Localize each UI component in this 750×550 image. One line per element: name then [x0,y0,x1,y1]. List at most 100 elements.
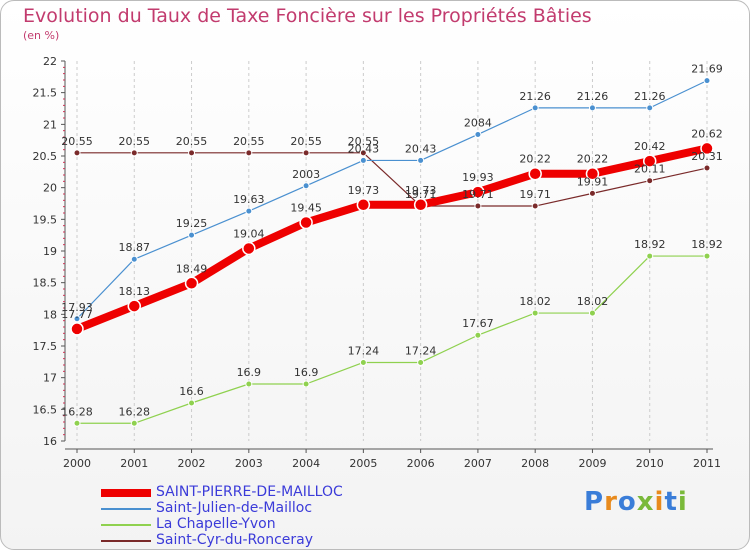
data-point-saint-pierre [413,198,428,212]
data-label-saint-pierre: 19.73 [405,184,437,197]
data-label-saint-pierre: 19.45 [290,202,322,215]
data-label-saint-julien: 2003 [292,168,320,181]
data-label-saint-julien: 21.69 [691,63,723,76]
data-label-la-chapelle: 16.9 [294,366,319,379]
data-label-la-chapelle: 16.6 [179,385,204,398]
data-point-saint-pierre [356,198,371,212]
logo-letter: x [636,487,655,517]
data-point-saint-cyr [302,149,310,157]
data-label-la-chapelle: 16.28 [61,405,93,418]
data-point-la-chapelle [302,380,310,388]
data-point-saint-julien [73,315,81,323]
data-label-saint-julien: 20.43 [348,142,380,155]
data-point-saint-cyr [130,149,138,157]
data-point-saint-pierre [184,276,199,291]
y-tick-label: 19 [43,245,57,258]
logo-letter: o [617,487,637,517]
logo-letter: P [584,487,605,517]
unit-label: (en %) [23,29,60,42]
x-tick-label: 2008 [521,457,549,470]
data-point-saint-pierre [299,215,313,230]
data-point-saint-pierre [70,322,84,336]
data-label-saint-cyr: 20.55 [61,135,93,148]
series-line-saint-pierre [73,144,711,333]
data-point-saint-julien [302,182,310,190]
data-label-saint-pierre: 20.22 [519,153,551,166]
data-point-saint-pierre [642,154,657,168]
data-label-la-chapelle: 17.67 [462,317,494,330]
data-point-saint-cyr [588,189,596,197]
data-point-la-chapelle [531,309,539,317]
y-tick-label: 21.5 [33,87,58,100]
x-tick-label: 2007 [464,457,492,470]
data-label-la-chapelle: 16.28 [119,405,151,418]
data-point-la-chapelle [73,419,81,427]
data-label-la-chapelle: 18.02 [519,295,551,308]
y-tick-label: 19.5 [33,213,58,226]
x-tick-label: 2009 [578,457,606,470]
x-tick-label: 2001 [120,457,148,470]
data-label-saint-cyr: 19.71 [519,188,551,201]
data-label-saint-pierre: 20.62 [691,127,723,140]
data-point-saint-julien [359,156,367,164]
data-point-saint-pierre [528,166,542,181]
x-tick-label: 2011 [693,457,721,470]
data-label-la-chapelle: 18.92 [634,238,666,251]
logo-letter: i [677,487,688,517]
y-tick-label: 16 [43,435,57,448]
data-point-la-chapelle [245,380,253,388]
data-label-saint-cyr: 20.55 [233,135,265,148]
data-point-saint-pierre [242,241,256,256]
y-tick-label: 16.5 [33,403,58,416]
data-point-saint-cyr [703,164,711,172]
data-point-saint-cyr [646,177,654,185]
data-point-la-chapelle [588,309,596,317]
x-tick-label: 2002 [178,457,206,470]
page-title: Evolution du Taux de Taxe Foncière sur l… [23,5,592,27]
y-tick-label: 17 [43,372,57,385]
y-tick-label: 18.5 [33,277,58,290]
data-label-saint-julien: 21.26 [634,90,666,103]
data-label-saint-cyr: 20.55 [290,135,322,148]
data-point-la-chapelle [474,331,482,339]
legend-label-saint-pierre: SAINT-PIERRE-DE-MAILLOC [156,484,343,500]
data-label-saint-cyr: 20.55 [119,135,151,148]
x-tick-label: 2005 [349,457,377,470]
data-label-la-chapelle: 16.9 [237,366,262,379]
data-point-saint-julien [703,77,711,85]
y-tick-label: 21 [43,118,57,131]
data-label-saint-cyr: 19.71 [462,188,494,201]
x-tick-label: 2006 [407,457,435,470]
proxiti-logo: Proxiti [584,487,688,517]
data-point-saint-julien [130,255,138,263]
x-tick-label: 2000 [63,457,91,470]
data-label-saint-cyr: 19.91 [577,175,609,188]
x-tick-label: 2003 [235,457,263,470]
legend-swatch-saint-pierre [101,489,151,497]
data-label-saint-cyr: 20.55 [348,135,380,148]
data-label-saint-pierre: 18.49 [176,262,208,275]
legend-label-la-chapelle: La Chapelle-Yvon [156,516,276,532]
y-tick-label: 22 [43,55,57,68]
data-label-la-chapelle: 18.92 [691,238,723,251]
data-label-saint-pierre: 19.93 [462,171,494,184]
data-point-saint-pierre [127,299,142,313]
legend-swatch-saint-julien [101,508,151,510]
x-tick-label: 2010 [636,457,664,470]
data-point-la-chapelle [130,419,138,427]
data-point-la-chapelle [188,399,196,407]
y-tick-label: 20 [43,182,57,195]
logo-letter: t [664,487,678,517]
data-label-la-chapelle: 17.24 [348,344,380,357]
logo-letter: r [604,487,618,517]
data-point-saint-cyr [359,149,367,157]
data-label-saint-julien: 20.43 [405,142,437,155]
data-point-saint-julien [646,104,654,112]
legend-label-saint-julien: Saint-Julien-de-Mailloc [156,500,313,516]
data-label-saint-julien: 2084 [464,116,492,129]
data-point-saint-pierre [471,185,485,199]
data-label-la-chapelle: 18.02 [577,295,609,308]
data-label-saint-pierre: 20.42 [634,140,666,153]
